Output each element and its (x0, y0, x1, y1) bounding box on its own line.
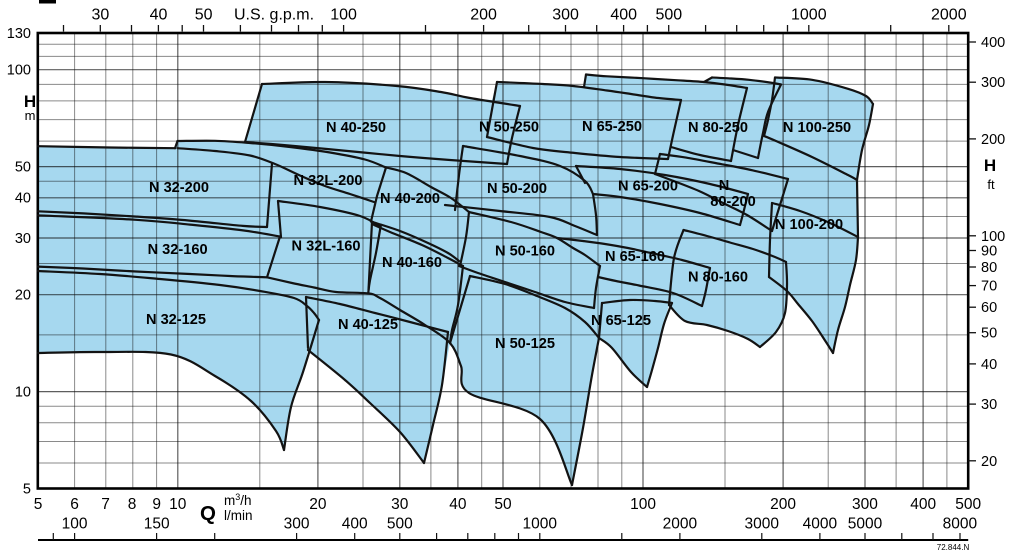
svg-text:400: 400 (981, 35, 1005, 51)
svg-text:40: 40 (150, 7, 168, 24)
svg-text:l/min: l/min (224, 508, 253, 523)
svg-text:4000: 4000 (803, 516, 838, 533)
svg-text:8: 8 (128, 496, 137, 513)
svg-text:7: 7 (101, 496, 110, 513)
svg-text:40: 40 (449, 496, 467, 513)
svg-text:m3/h: m3/h (224, 492, 252, 508)
svg-text:N 40-125: N 40-125 (338, 317, 398, 333)
svg-text:500: 500 (955, 496, 981, 513)
svg-text:H: H (24, 92, 36, 111)
svg-text:72.844.N: 72.844.N (937, 543, 970, 552)
svg-text:20: 20 (15, 288, 31, 304)
svg-text:10: 10 (15, 385, 31, 401)
svg-text:N 65-200: N 65-200 (618, 179, 678, 195)
svg-text:50: 50 (494, 496, 512, 513)
svg-text:H: H (984, 156, 996, 175)
svg-text:N 65-125: N 65-125 (591, 313, 651, 329)
svg-text:150: 150 (144, 516, 170, 533)
svg-text:Q: Q (200, 502, 216, 525)
svg-text:N 100-200: N 100-200 (775, 217, 843, 233)
svg-text:m: m (25, 108, 36, 123)
svg-text:300: 300 (852, 496, 878, 513)
svg-text:200: 200 (981, 132, 1005, 148)
svg-text:130: 130 (7, 26, 31, 42)
svg-text:30: 30 (92, 7, 110, 24)
svg-text:N 40-160: N 40-160 (382, 255, 442, 271)
svg-text:70: 70 (981, 279, 997, 295)
svg-text:N 100-250: N 100-250 (783, 120, 851, 136)
svg-text:5000: 5000 (848, 516, 883, 533)
svg-text:100: 100 (630, 496, 656, 513)
svg-text:300: 300 (284, 516, 310, 533)
svg-text:50: 50 (195, 7, 213, 24)
svg-text:40: 40 (981, 357, 997, 373)
svg-text:100: 100 (981, 229, 1005, 245)
svg-text:5: 5 (23, 482, 31, 498)
svg-text:30: 30 (981, 397, 997, 413)
svg-text:2000: 2000 (663, 516, 698, 533)
svg-text:20: 20 (981, 454, 997, 470)
svg-text:N 32-125: N 32-125 (146, 312, 206, 328)
svg-text:20: 20 (309, 496, 327, 513)
svg-text:N 80-160: N 80-160 (688, 270, 748, 286)
svg-text:N 40-200: N 40-200 (380, 191, 440, 207)
svg-text:300: 300 (981, 75, 1005, 91)
svg-text:80-200: 80-200 (710, 194, 755, 210)
svg-text:30: 30 (15, 231, 31, 247)
svg-text:50: 50 (981, 326, 997, 342)
svg-text:30: 30 (391, 496, 409, 513)
svg-text:200: 200 (770, 496, 796, 513)
svg-text:1000: 1000 (791, 7, 827, 24)
svg-text:1000: 1000 (523, 516, 558, 533)
svg-text:N 65-160: N 65-160 (605, 249, 665, 265)
svg-text:300: 300 (552, 7, 579, 24)
svg-text:400: 400 (342, 516, 368, 533)
svg-text:3000: 3000 (745, 516, 780, 533)
svg-text:90: 90 (981, 244, 997, 260)
svg-text:400: 400 (610, 7, 637, 24)
svg-text:8000: 8000 (943, 516, 978, 533)
svg-text:N 65-250: N 65-250 (582, 119, 642, 135)
svg-text:9: 9 (152, 496, 161, 513)
svg-text:N 32-160: N 32-160 (148, 242, 208, 258)
svg-text:N 40-250: N 40-250 (326, 120, 386, 136)
svg-text:400: 400 (910, 496, 936, 513)
svg-text:N: N (719, 178, 730, 194)
svg-text:10: 10 (169, 496, 187, 513)
svg-text:N 50-160: N 50-160 (495, 244, 555, 260)
svg-text:N 50-200: N 50-200 (487, 181, 547, 197)
svg-text:2000: 2000 (931, 7, 967, 24)
svg-text:500: 500 (387, 516, 413, 533)
svg-text:N 32-200: N 32-200 (149, 180, 209, 196)
svg-text:50: 50 (15, 160, 31, 176)
svg-text:100: 100 (330, 7, 357, 24)
svg-text:N 80-250: N 80-250 (688, 120, 748, 136)
svg-text:N 32L-160: N 32L-160 (292, 239, 361, 255)
svg-text:200: 200 (470, 7, 497, 24)
svg-text:6: 6 (70, 496, 79, 513)
svg-text:60: 60 (981, 300, 997, 316)
svg-text:80: 80 (981, 260, 997, 276)
svg-text:U.S. g.p.m.: U.S. g.p.m. (234, 7, 314, 24)
svg-text:N 50-250: N 50-250 (479, 120, 539, 136)
svg-text:40: 40 (15, 191, 31, 207)
svg-text:500: 500 (655, 7, 682, 24)
svg-text:N 32L-200: N 32L-200 (294, 173, 363, 189)
svg-text:100: 100 (7, 63, 31, 79)
svg-text:100: 100 (62, 516, 88, 533)
svg-text:N 50-125: N 50-125 (495, 336, 555, 352)
svg-text:5: 5 (34, 496, 43, 513)
svg-text:ft: ft (987, 177, 995, 192)
